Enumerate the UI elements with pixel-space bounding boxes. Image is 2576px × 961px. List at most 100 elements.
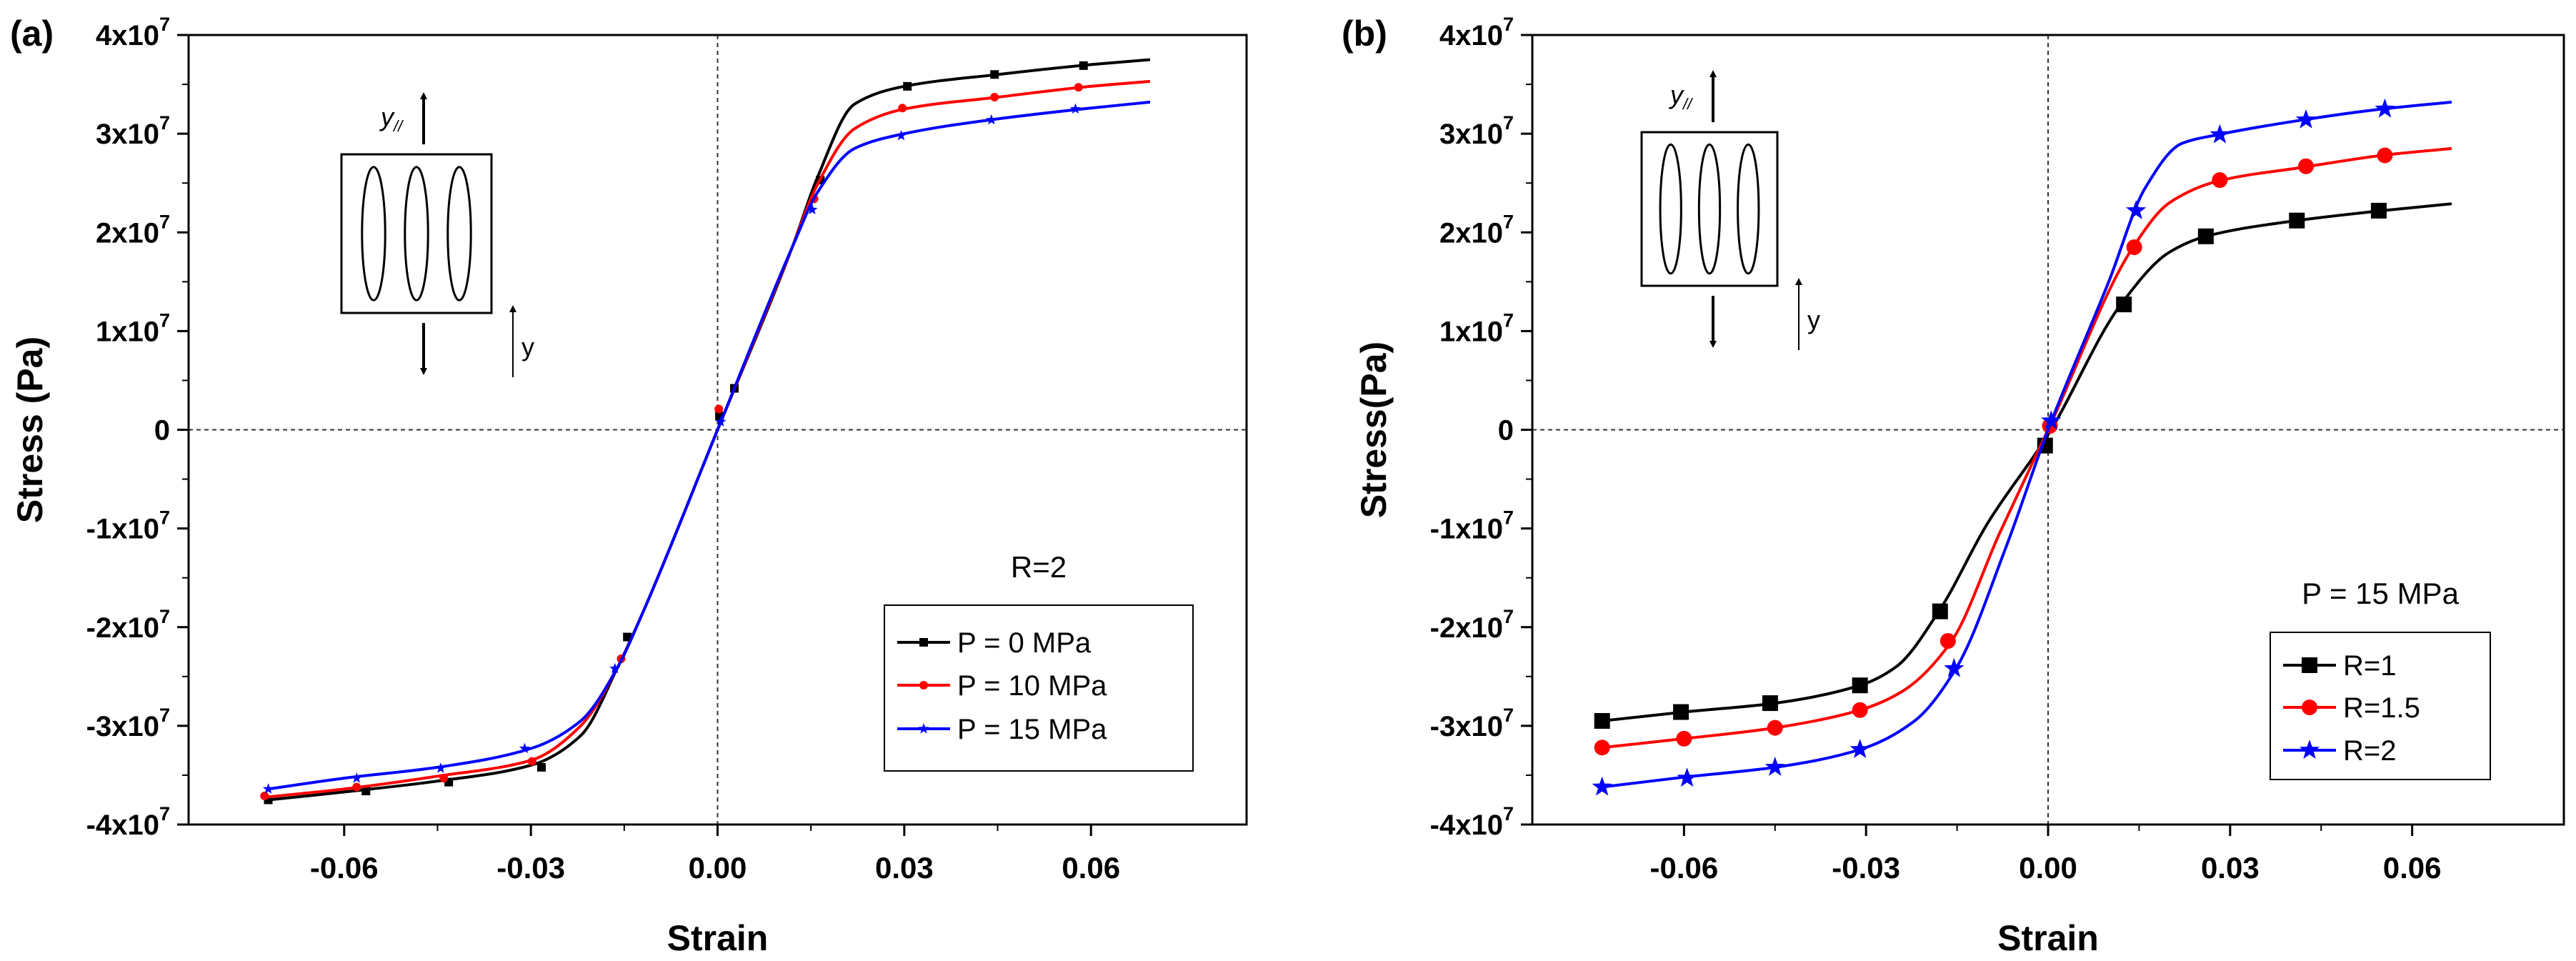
data-point (990, 70, 999, 79)
data-point (1592, 776, 1612, 796)
data-point (1932, 603, 1948, 619)
inclusion-ellipse (1697, 143, 1722, 275)
inclusion-ellipse (446, 166, 472, 302)
legend-entry: P = 0 MPa (897, 627, 1092, 659)
data-point (2370, 202, 2387, 219)
data-point (361, 787, 371, 796)
y-tick-label: 0 (154, 415, 170, 447)
panel-label: (b) (1342, 14, 1387, 54)
x-tick-label: 0.06 (1062, 851, 1120, 885)
data-point (895, 129, 907, 141)
legend-entry: R=2 (2283, 735, 2397, 767)
series-r-1 (1594, 202, 2452, 729)
x-tick-label: 0.03 (2201, 851, 2260, 885)
legend: R=2 P = 0 MPa P = 10 MPa P = 15 MPa (884, 550, 1194, 772)
series-line (268, 100, 1151, 791)
y-tick-label: -2x107 (1430, 606, 1514, 644)
data-point (1673, 704, 1689, 720)
legend-entry: R=1.5 (2283, 692, 2420, 724)
data-point (1852, 702, 1868, 718)
legend-title: P = 15 MPa (2302, 577, 2460, 610)
data-point (1074, 83, 1083, 92)
data-point (1849, 739, 1870, 758)
data-point (1594, 712, 1610, 729)
y-tick-label: -1x107 (86, 507, 170, 545)
y-tick-label: 3x107 (1439, 112, 1514, 150)
parallel-axis-label: y// (1668, 80, 1693, 113)
legend-marker (918, 722, 929, 734)
data-point (715, 416, 727, 427)
data-point (2116, 297, 2132, 313)
y-tick-label: 4x107 (96, 14, 170, 51)
y-tick-label: 4x107 (1439, 14, 1514, 51)
data-point (352, 782, 361, 792)
data-point (1767, 719, 1783, 736)
legend-title: R=2 (1011, 550, 1067, 584)
data-point (262, 783, 274, 794)
data-point (990, 93, 999, 102)
y-tick-label: -4x107 (1430, 803, 1514, 841)
legend-label: R=1.5 (2343, 692, 2420, 724)
inclusion-ellipse (1737, 143, 1760, 275)
legend-marker (919, 638, 928, 647)
y-direction-label: y (1807, 305, 1820, 334)
data-point (1676, 730, 1692, 747)
data-point (2041, 410, 2062, 430)
legend-label: P = 15 MPa (957, 714, 1107, 745)
data-point (2126, 200, 2147, 219)
inclusion-ellipse (404, 166, 429, 302)
legend-marker (2302, 699, 2317, 715)
data-point (807, 204, 818, 214)
data-point (2298, 158, 2314, 174)
x-axis-title: Strain (667, 918, 769, 958)
data-point (1762, 695, 1778, 712)
series-r-1-5 (1594, 146, 2452, 756)
data-point (2377, 147, 2393, 164)
x-tick-label: -0.03 (1832, 851, 1900, 885)
data-point (2210, 124, 2230, 144)
data-point (439, 774, 449, 783)
data-point (2375, 98, 2395, 118)
y-tick-label: -4x107 (86, 803, 170, 841)
panel-b: (b) -0.06 -0.03 0.00 0.03 0.06 -4x107 -3x107 -2x… (1342, 14, 2565, 958)
data-point (435, 762, 446, 773)
data-point (1594, 740, 1610, 756)
legend-entry: P = 10 MPa (897, 670, 1107, 702)
x-axis-title: Strain (1997, 918, 2099, 958)
y-tick-label: -3x107 (1430, 704, 1514, 742)
inset-box (1640, 131, 1779, 287)
data-point (536, 762, 546, 772)
y-tick-label: 3x107 (96, 112, 170, 150)
legend-box (884, 604, 1194, 772)
y-tick-label: -1x107 (1430, 507, 1514, 545)
inclusion-ellipse (1659, 143, 1682, 275)
y-tick-label: -3x107 (86, 704, 170, 742)
y-tick-label: 0 (1498, 415, 1514, 447)
data-point (527, 757, 536, 766)
y-axis-title: Stress(Pa) (1354, 342, 1394, 518)
data-point (1764, 757, 1785, 776)
data-point (714, 404, 724, 414)
x-tick-label: 0.03 (875, 851, 934, 885)
legend-entry: R=1 (2283, 650, 2397, 682)
x-tick-label: 0.06 (2383, 851, 2442, 885)
data-point (1940, 633, 1956, 649)
parallel-axis-label: y// (379, 102, 404, 135)
data-point (2295, 109, 2317, 129)
data-point (2197, 228, 2214, 244)
y-tick-label: 2x107 (96, 211, 170, 249)
data-point (1677, 767, 1697, 787)
data-point (2126, 239, 2142, 255)
data-point (351, 772, 362, 783)
data-point (623, 632, 632, 642)
legend-label: R=1 (2343, 650, 2397, 682)
data-point (1852, 677, 1868, 694)
y-direction-label: y (521, 332, 534, 362)
legend-marker (2299, 740, 2320, 759)
series-r-2 (1592, 98, 2452, 796)
panel-a: (a) -0.06 -0.03 0.00 0.03 0.06 -4x107 -3x107 -2x… (10, 14, 1248, 958)
data-point (609, 662, 621, 674)
legend-label: R=2 (2343, 735, 2397, 767)
specimen-inset: y// y (1640, 70, 1820, 350)
